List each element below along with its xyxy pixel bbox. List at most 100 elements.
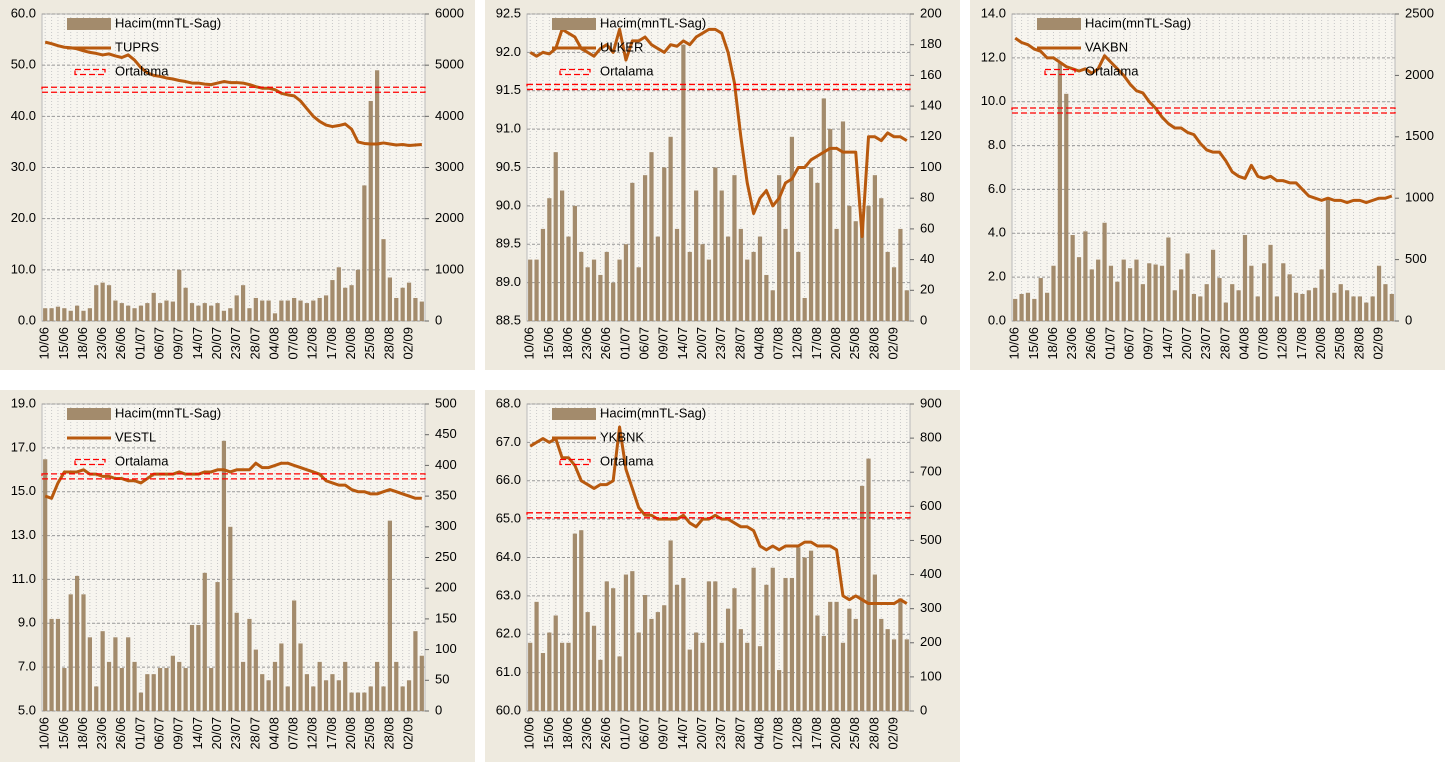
volume-bar	[553, 615, 558, 711]
volume-bar	[106, 285, 112, 321]
x-tick-label: 26/06	[113, 717, 128, 750]
x-tick-label: 23/07	[228, 717, 243, 750]
volume-bar	[1153, 264, 1158, 321]
y-tick-label: 62.0	[496, 626, 521, 641]
y2-tick-label: 100	[920, 159, 942, 174]
x-tick-label: 20/08	[343, 717, 358, 750]
legend-label: Ortalama	[115, 63, 169, 78]
volume-bar	[311, 686, 316, 711]
volume-bar	[113, 300, 118, 321]
y-tick-label: 19.0	[11, 395, 36, 410]
volume-bar	[777, 670, 782, 711]
volume-bar	[349, 285, 354, 321]
volume-bar	[1013, 298, 1018, 321]
x-tick-label: 28/07	[247, 327, 262, 360]
volume-bar	[579, 251, 584, 321]
volume-bar	[815, 182, 820, 321]
y2-tick-label: 50	[435, 672, 449, 687]
x-tick-label: 25/08	[847, 717, 862, 750]
volume-bar	[815, 615, 820, 711]
volume-bar	[1179, 269, 1184, 321]
y2-tick-label: 0	[920, 702, 927, 717]
volume-bar	[343, 661, 348, 711]
volume-bar	[1076, 257, 1082, 321]
volume-bar	[285, 300, 290, 321]
legend-label: Hacim(mnTL-Sag)	[600, 15, 706, 30]
legend-label: Hacim(mnTL-Sag)	[115, 405, 221, 420]
x-tick-label: 20/08	[828, 717, 843, 750]
volume-bar	[62, 668, 67, 711]
x-tick-label: 28/08	[381, 717, 396, 750]
volume-bar	[738, 629, 743, 711]
volume-bar	[132, 661, 137, 711]
volume-bar	[591, 625, 597, 711]
x-tick-label: 12/08	[790, 327, 805, 360]
volume-bar	[304, 674, 310, 711]
volume-bar	[655, 612, 660, 711]
volume-bar	[828, 601, 833, 711]
y2-tick-label: 500	[920, 532, 942, 547]
volume-bar	[349, 692, 354, 711]
y-tick-label: 2.0	[988, 269, 1006, 284]
x-tick-label: 28/08	[866, 717, 881, 750]
y2-tick-label: 140	[920, 98, 942, 113]
volume-bar	[100, 282, 105, 321]
volume-bar	[662, 605, 667, 711]
volume-bar	[700, 244, 705, 321]
x-tick-label: 28/07	[247, 717, 262, 750]
volume-bar	[904, 290, 909, 321]
y-tick-label: 20.0	[11, 210, 36, 225]
legend-label: Ortalama	[1085, 63, 1139, 78]
volume-bar	[62, 308, 67, 321]
x-tick-label: 01/07	[617, 327, 632, 360]
x-tick-label: 01/07	[617, 717, 632, 750]
x-tick-label: 17/08	[324, 327, 339, 360]
y2-tick-label: 4000	[435, 108, 464, 123]
volume-bar	[419, 301, 424, 321]
y2-tick-label: 1000	[435, 261, 464, 276]
volume-bar	[119, 303, 124, 321]
x-tick-label: 09/07	[656, 327, 671, 360]
volume-bar	[891, 267, 897, 321]
volume-bar	[764, 274, 769, 321]
volume-bar	[674, 584, 680, 711]
y-tick-label: 66.0	[496, 472, 521, 487]
legend-label: Ortalama	[115, 453, 169, 468]
volume-bar	[419, 655, 424, 711]
volume-bar	[1210, 249, 1216, 321]
volume-bar	[413, 297, 418, 321]
volume-bar	[189, 625, 195, 711]
legend-swatch	[559, 458, 591, 466]
y2-tick-label: 40	[920, 251, 934, 266]
volume-bar	[81, 310, 86, 321]
y-tick-label: 0.0	[988, 312, 1006, 327]
volume-bar	[228, 308, 233, 321]
average-line	[1011, 107, 1396, 114]
y2-tick-label: 20	[920, 282, 934, 297]
volume-bar	[1357, 296, 1362, 321]
y2-tick-label: 0	[1405, 312, 1412, 327]
volume-bar	[617, 656, 622, 711]
x-tick-label: 23/07	[713, 327, 728, 360]
volume-bar	[49, 618, 54, 711]
legend-label: Hacim(mnTL-Sag)	[600, 405, 706, 420]
volume-bar	[400, 287, 405, 321]
volume-bar	[547, 198, 552, 321]
y-tick-label: 17.0	[11, 439, 36, 454]
volume-bar	[617, 259, 622, 321]
volume-bar	[151, 292, 156, 321]
volume-bar	[1293, 292, 1299, 321]
volume-bar	[260, 674, 265, 711]
x-tick-label: 06/07	[152, 717, 167, 750]
volume-bar	[681, 44, 686, 321]
volume-bar	[808, 167, 814, 321]
volume-bar	[1217, 278, 1222, 321]
average-line	[526, 512, 911, 519]
volume-bar	[183, 287, 188, 321]
volume-bar	[375, 70, 380, 322]
volume-bar	[189, 303, 195, 321]
volume-bar	[1338, 284, 1343, 321]
legend-label: VAKBN	[1085, 39, 1128, 54]
volume-bar	[566, 642, 571, 711]
volume-bar	[368, 100, 373, 321]
